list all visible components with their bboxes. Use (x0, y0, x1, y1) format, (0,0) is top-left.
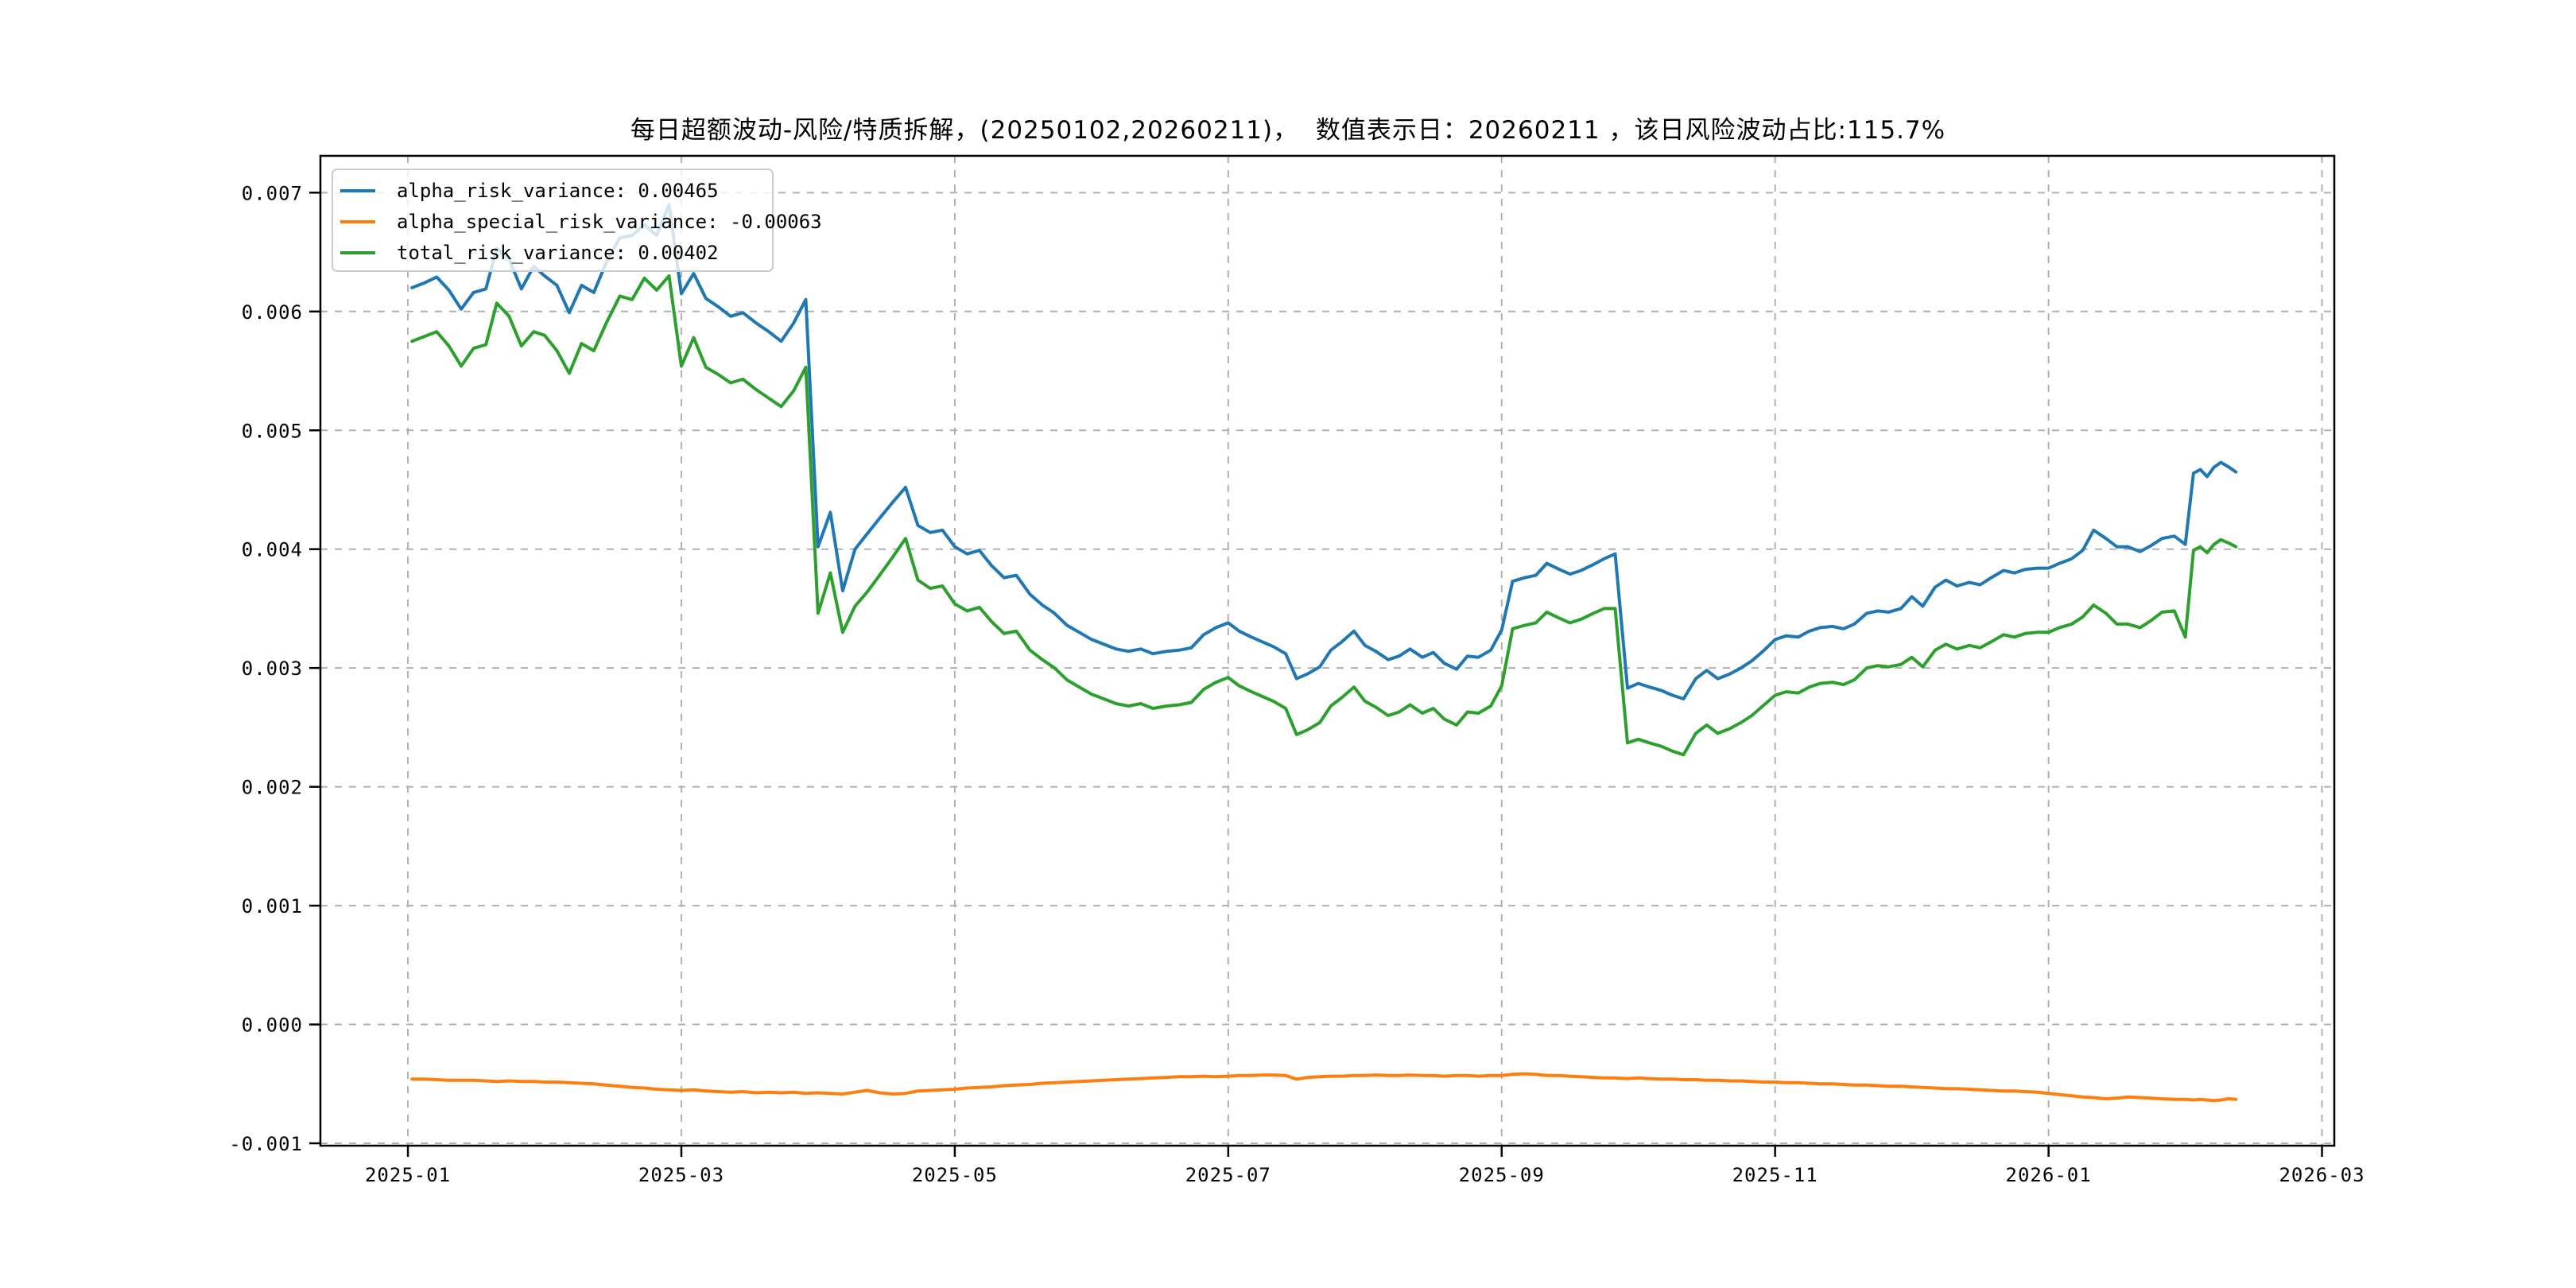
x-tick-label: 2025-09 (1459, 1164, 1545, 1186)
x-tick-label: 2025-11 (1732, 1164, 1818, 1186)
legend-item: alpha_special_risk_variance: -0.00063 (340, 206, 822, 237)
legend-line-sample-blue (340, 188, 375, 192)
legend-label: alpha_risk_variance: 0.00465 (397, 179, 719, 202)
y-tick-label: 0.007 (242, 182, 303, 204)
x-tick-label: 2025-05 (912, 1164, 998, 1186)
y-tick-label: 0.006 (242, 301, 303, 324)
x-tick-label: 2026-03 (2279, 1164, 2365, 1186)
y-tick-label: -0.001 (229, 1133, 303, 1155)
legend-label: alpha_special_risk_variance: -0.00063 (397, 210, 822, 233)
legend-line-sample-orange (340, 219, 375, 223)
legend-label: total_risk_variance: 0.00402 (397, 241, 719, 264)
chart-title: 每日超额波动-风险/特质拆解，(20250102,20260211)， 数值表示… (630, 116, 1946, 145)
x-tick-label: 2025-01 (365, 1164, 451, 1186)
legend-line-sample-green (340, 250, 375, 254)
legend-item: alpha_risk_variance: 0.00465 (340, 175, 772, 206)
y-tick-label: 0.002 (242, 777, 303, 799)
x-tick-label: 2025-07 (1185, 1164, 1271, 1186)
y-tick-label: 0.000 (242, 1014, 303, 1037)
legend-item: total_risk_variance: 0.00402 (340, 237, 772, 268)
y-tick-label: 0.005 (242, 420, 303, 442)
x-tick-label: 2026-01 (2006, 1164, 2092, 1186)
legend: alpha_risk_variance: 0.00465 alpha_speci… (332, 169, 822, 272)
y-tick-label: 0.001 (242, 895, 303, 918)
y-tick-label: 0.003 (242, 658, 303, 680)
x-tick-label: 2025-03 (638, 1164, 724, 1186)
y-tick-label: 0.004 (242, 539, 303, 561)
